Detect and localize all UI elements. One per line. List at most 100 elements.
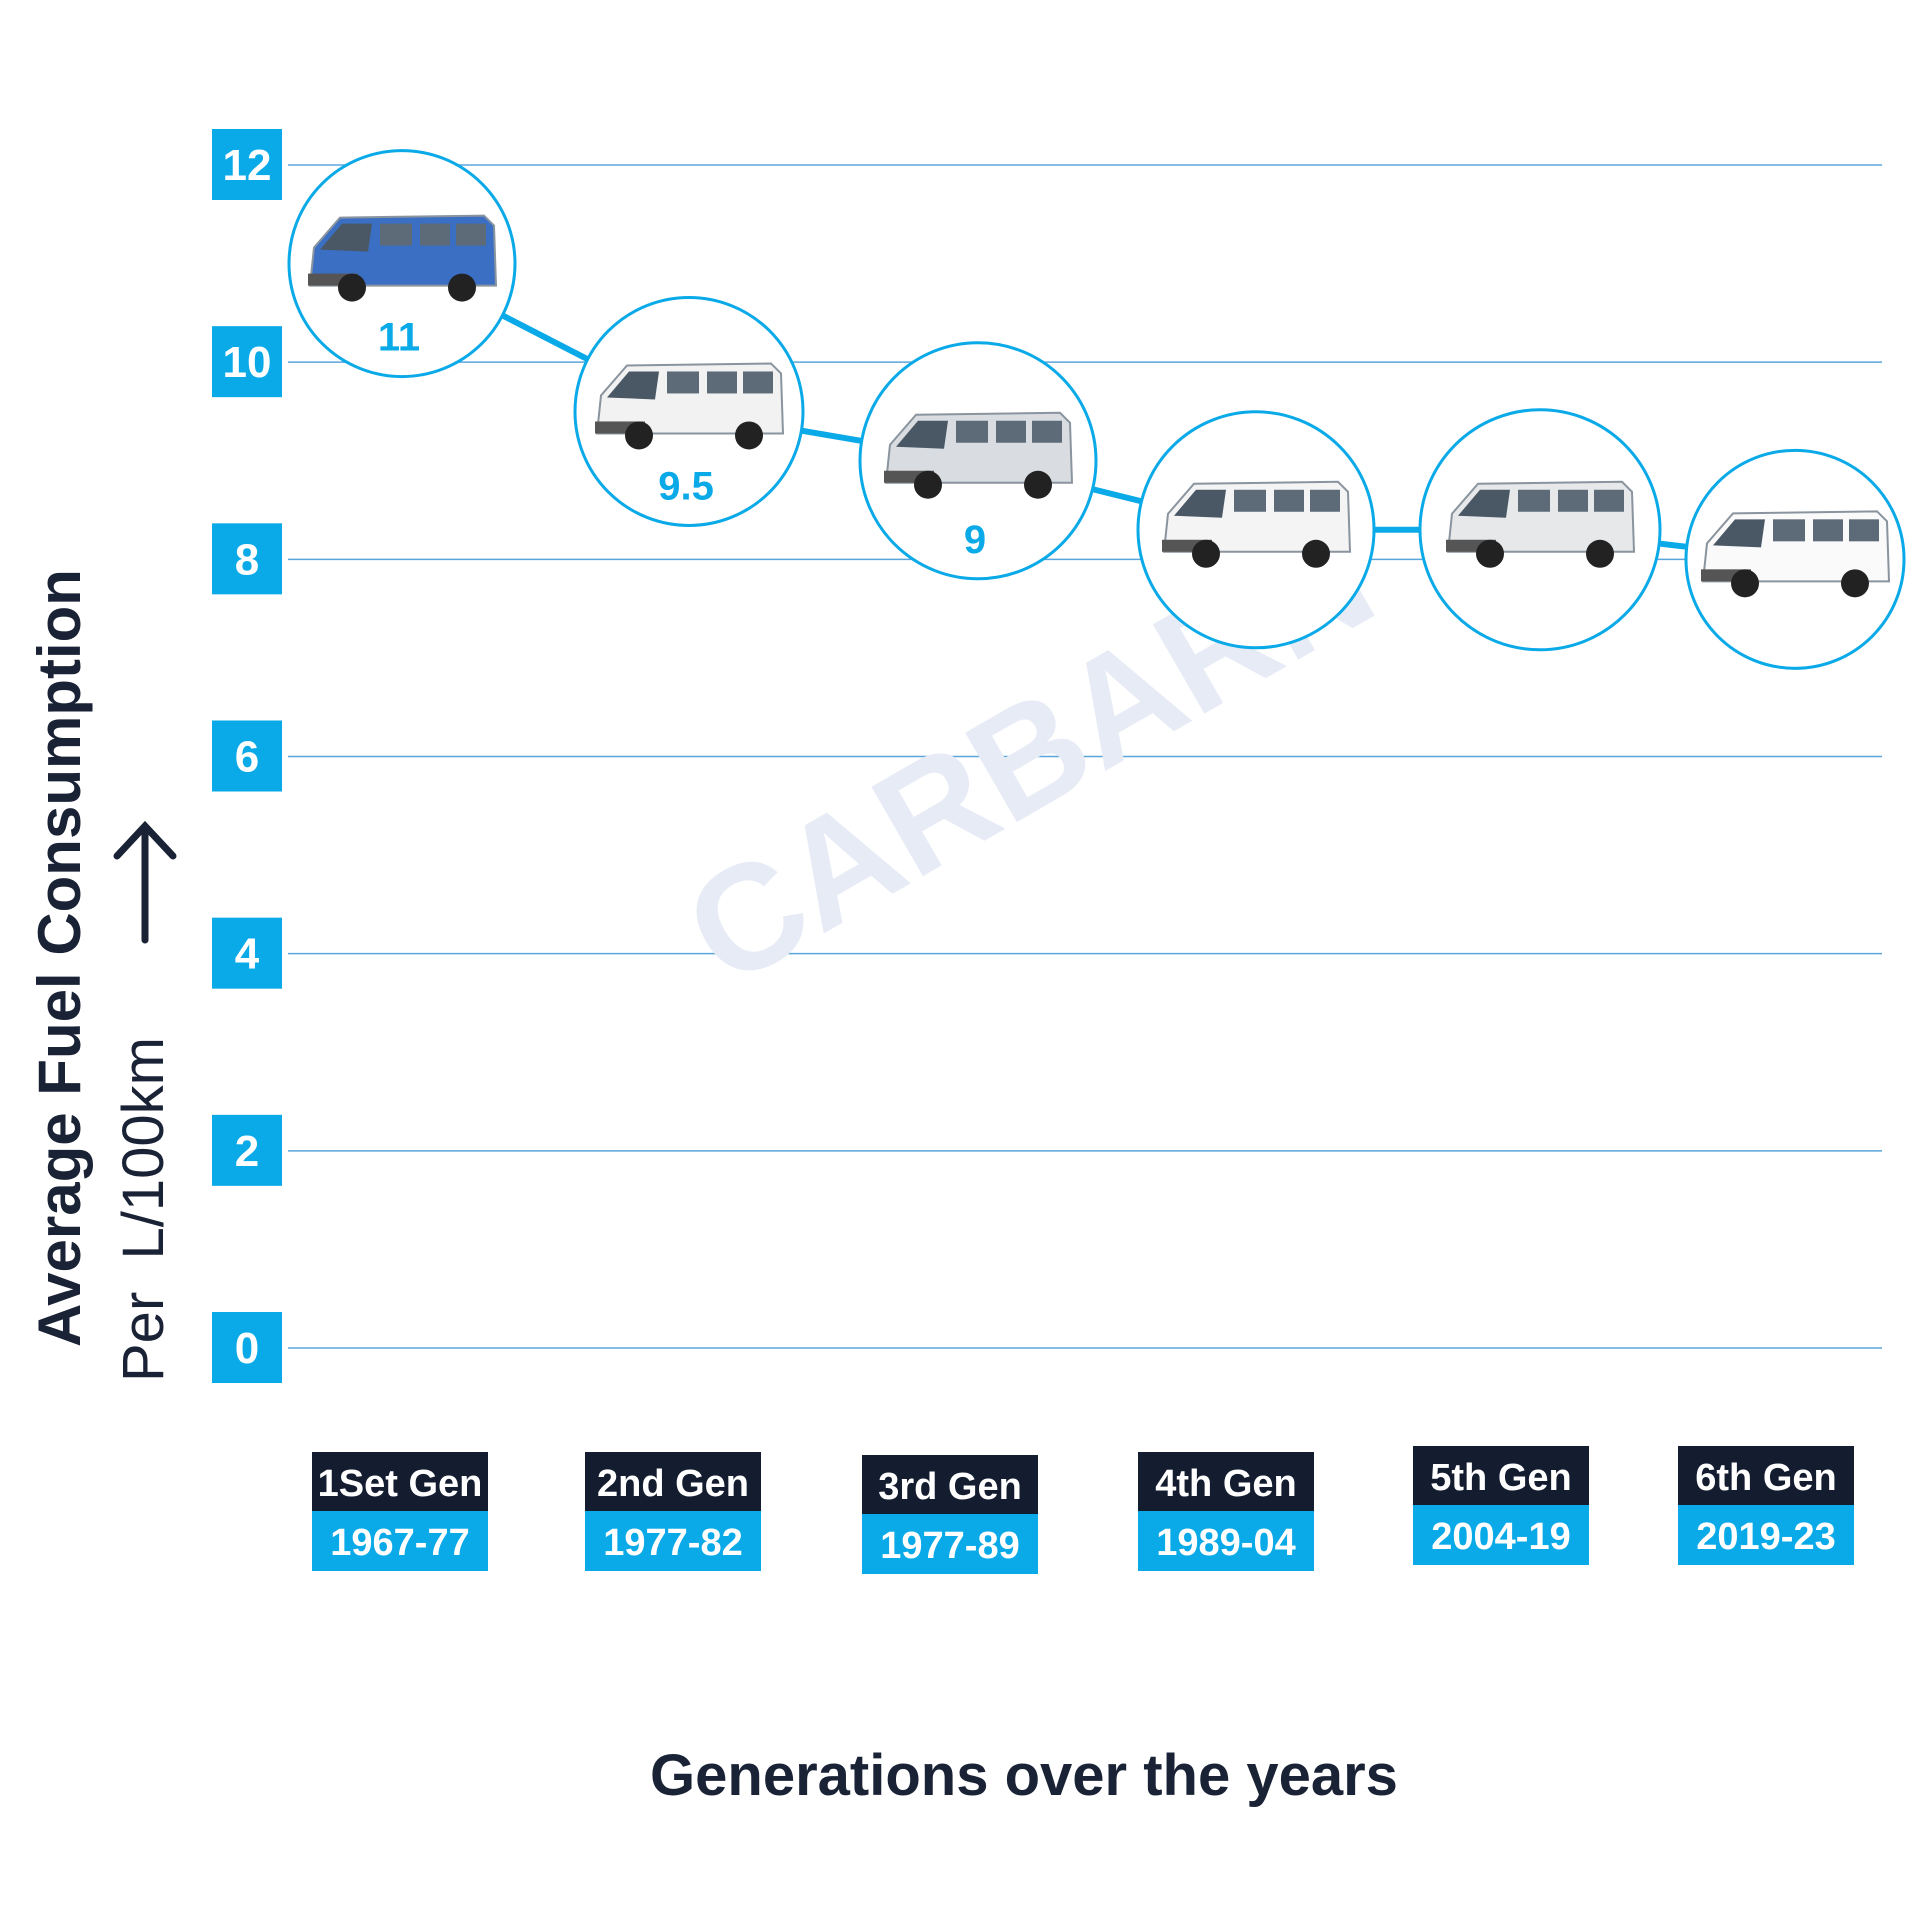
van-window <box>1274 489 1304 512</box>
van-window <box>1558 489 1588 512</box>
van-window <box>1813 519 1843 542</box>
van-window <box>1032 420 1062 443</box>
category-gen: 4th Gen <box>1155 1463 1296 1505</box>
category-years-box <box>1678 1505 1854 1565</box>
category-years-box <box>1138 1511 1314 1571</box>
van-wheel <box>1586 539 1614 568</box>
y-tick-label: 6 <box>235 733 259 782</box>
category-years: 1977-89 <box>880 1525 1019 1567</box>
van-window <box>380 223 412 246</box>
category-gen-box <box>1678 1446 1854 1505</box>
x-category-label: 1Set Gen 1967-77 <box>312 1452 488 1571</box>
category-years-box <box>312 1511 488 1571</box>
y-axis-subtitle: Per L/100km <box>111 1037 176 1382</box>
y-tick-box <box>212 1114 282 1186</box>
category-years: 2004-19 <box>1431 1516 1570 1558</box>
data-point: 9.5 <box>573 295 805 527</box>
van-wheel <box>448 273 476 302</box>
y-tick-box <box>212 1312 282 1383</box>
data-label: 9 <box>964 518 986 562</box>
van-icon <box>308 214 498 302</box>
data-label: 11 <box>378 316 420 360</box>
van-window <box>956 420 988 443</box>
van-icon <box>595 362 785 450</box>
van-wheel <box>914 470 942 499</box>
van-windshield <box>1458 489 1510 518</box>
van-windshield <box>896 420 948 449</box>
van-wheel <box>1841 569 1869 598</box>
category-gen-box <box>1138 1452 1314 1511</box>
data-point <box>1136 410 1376 650</box>
category-gen-box <box>862 1455 1038 1514</box>
category-years-box <box>862 1514 1038 1574</box>
x-category-label: 4th Gen 1989-04 <box>1138 1452 1314 1571</box>
van-window <box>1594 489 1624 512</box>
van-icon <box>1446 480 1636 568</box>
y-tick-label: 2 <box>235 1127 259 1176</box>
up-arrow-icon <box>113 820 177 944</box>
van-window <box>1849 519 1879 542</box>
van-window <box>1518 489 1550 512</box>
van-icon <box>884 411 1074 499</box>
van-window <box>996 420 1026 443</box>
van-wheel <box>1302 539 1330 568</box>
y-tick-box <box>212 129 282 200</box>
y-tick-label: 10 <box>223 338 272 387</box>
category-years: 1967-77 <box>330 1522 469 1564</box>
category-years: 2019-23 <box>1696 1516 1835 1558</box>
van-wheel <box>1731 569 1759 598</box>
van-window <box>1310 489 1340 512</box>
van-wheel <box>735 421 763 450</box>
van-wheel <box>625 421 653 450</box>
van-window <box>707 371 737 394</box>
van-window <box>456 223 486 246</box>
y-tick-box <box>212 720 282 792</box>
category-gen: 5th Gen <box>1430 1457 1571 1499</box>
y-tick-label: 12 <box>223 141 272 190</box>
data-point: 9 <box>858 341 1098 581</box>
category-years: 1977-82 <box>603 1522 742 1564</box>
data-label: 9.5 <box>658 464 714 508</box>
category-gen: 3rd Gen <box>878 1466 1022 1508</box>
van-icon <box>1162 480 1352 568</box>
x-axis-title: Generations over the years <box>650 1743 1398 1808</box>
van-window <box>1234 489 1266 512</box>
x-category-label: 2nd Gen 1977-82 <box>585 1452 761 1571</box>
van-windshield <box>1713 519 1765 548</box>
y-tick-box <box>212 523 282 595</box>
van-window <box>667 371 699 394</box>
y-tick-label: 4 <box>235 930 260 979</box>
data-point: 11 <box>287 149 517 379</box>
van-icon <box>1701 510 1891 598</box>
van-wheel <box>1192 539 1220 568</box>
van-windshield <box>1174 489 1226 518</box>
category-gen: 2nd Gen <box>597 1463 749 1505</box>
x-category-label: 3rd Gen 1977-89 <box>862 1455 1038 1574</box>
category-gen-box <box>1413 1446 1589 1505</box>
x-category-label: 6th Gen 2019-23 <box>1678 1446 1854 1565</box>
data-point <box>1418 408 1662 652</box>
category-gen-box <box>312 1452 488 1511</box>
category-years-box <box>585 1511 761 1571</box>
y-axis-title: Average Fuel Consumption <box>26 569 93 1347</box>
y-tick-box <box>212 326 282 398</box>
van-wheel <box>1476 539 1504 568</box>
van-windshield <box>320 223 372 252</box>
y-tick-label: 8 <box>235 535 259 584</box>
van-window <box>1773 519 1805 542</box>
van-wheel <box>1024 470 1052 499</box>
y-tick-box <box>212 917 282 989</box>
category-gen: 6th Gen <box>1695 1457 1836 1499</box>
van-window <box>743 371 773 394</box>
x-category-label: 5th Gen 2004-19 <box>1413 1446 1589 1565</box>
category-years-box <box>1413 1505 1589 1565</box>
van-wheel <box>338 273 366 302</box>
van-window <box>420 223 450 246</box>
data-point <box>1684 448 1906 670</box>
category-gen-box <box>585 1452 761 1511</box>
category-years: 1989-04 <box>1156 1522 1295 1564</box>
category-gen: 1Set Gen <box>318 1463 483 1505</box>
van-windshield <box>607 371 659 400</box>
y-tick-label: 0 <box>235 1324 259 1373</box>
